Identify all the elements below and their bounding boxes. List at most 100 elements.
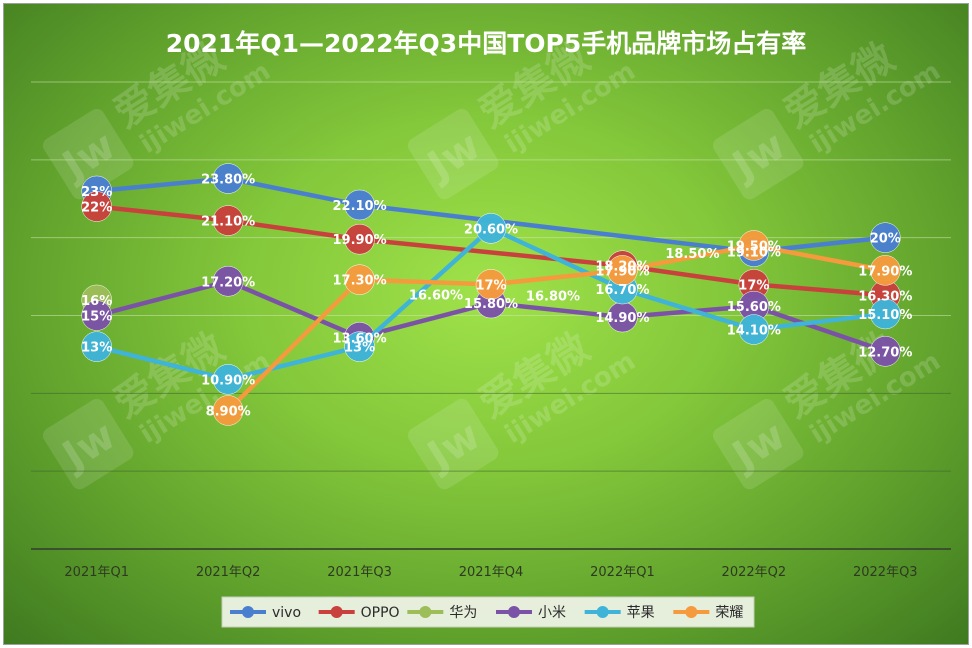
series-line-苹果 [751,311,888,332]
x-axis-ticks: 2021年Q1 2021年Q2 2021年Q3 2021年Q4 2022年Q1 2022年… [64,565,917,580]
legend-item-vivo[interactable]: vivo [230,605,301,621]
data-label-vivo: 19.10% [727,246,781,261]
data-label-小米: 15.60% [727,300,781,315]
x-tick-label: 2022年Q3 [853,565,918,580]
series-line-vivo [225,176,362,208]
marker-苹果 [870,298,901,330]
legend-label: 小米 [538,605,566,621]
legend-item-OPPO[interactable]: OPPO [318,605,400,621]
series-line-小米 [225,279,362,340]
series-line-小米 [94,279,231,318]
legend-label: 荣耀 [715,605,743,621]
data-label-小米: 17.20% [201,275,255,290]
data-label-苹果: 15.10% [858,308,912,323]
data-label-苹果: 10.90% [201,373,255,388]
watermark-logo-box [712,398,804,490]
data-label-荣耀: 17.90% [858,264,912,279]
data-label-荣耀: 8.90% [206,404,251,419]
data-label-小米: 15% [81,310,112,325]
series-line-苹果 [357,226,494,349]
legend-item-荣耀[interactable]: 荣耀 [673,605,743,621]
x-tick-label: 2021年Q3 [327,565,392,580]
chart-frame: Jw 爱集微 ijiwei.com Jw 爱集微 ijiwei.com Jw 爱集微 ijiwe… [3,3,969,645]
data-label-小米: 15.80% [464,297,518,312]
watermark-logo-box [407,398,499,490]
legend-swatch-marker [685,606,698,618]
series-line-荣耀 [225,277,362,413]
marker-荣耀 [344,264,375,295]
series-line-OPPO [357,236,625,268]
series-layer [81,163,901,426]
data-label-苹果: 14.10% [727,324,781,339]
legend-swatch-marker [596,606,609,618]
legend-label: OPPO [361,605,400,621]
marker-vivo [344,189,375,221]
series-line-小米 [751,303,888,354]
data-label-vivo: 18.50% [665,247,719,262]
series-line-荣耀 [751,243,888,273]
series-line-OPPO [620,263,757,287]
legend-label: 华为 [449,605,477,621]
x-tick-label: 2021年Q1 [64,565,129,580]
series-line-苹果 [620,286,757,332]
x-tick-label: 2021年Q4 [459,565,524,580]
data-labels-layer: 23% 23.80% 22.10% 19.10% 20% 22% 21.10% 19.90% 1… [81,173,912,420]
data-label-vivo: 16.80% [526,289,580,304]
legend-item-华为[interactable]: 华为 [407,605,477,621]
data-label-OPPO: 16.30% [858,289,912,304]
x-tick-label: 2022年Q1 [590,565,655,580]
marker-荣耀 [475,269,507,300]
marker-荣耀 [607,255,638,286]
series-line-小米 [357,300,494,340]
data-label-vivo: 23% [81,185,112,200]
series-line-荣耀 [620,243,757,273]
legend-label: vivo [272,605,301,621]
data-label-OPPO: 17% [738,278,769,293]
marker-荣耀 [870,255,901,286]
data-label-OPPO: 16.60% [409,289,463,304]
series-line-OPPO [751,282,888,298]
marker-vivo [212,163,244,194]
data-label-OPPO: 19.90% [332,233,386,248]
marker-苹果 [738,314,770,345]
marker-荣耀 [212,395,244,426]
data-label-苹果: 13% [344,341,375,356]
legend-item-小米[interactable]: 小米 [496,605,566,621]
data-label-荣耀: 19.50% [727,239,781,254]
data-label-苹果: 20.60% [464,222,518,237]
chart-title: 2021年Q1—2022年Q3中国TOP5手机品牌市场占有率 [166,29,806,58]
data-label-小米: 12.70% [858,345,912,360]
legend-item-苹果[interactable]: 苹果 [584,605,655,621]
series-line-OPPO [94,204,231,223]
marker-OPPO [212,205,244,236]
legend-swatch-marker [419,606,432,618]
legend-swatch-marker [508,606,520,618]
data-label-vivo: 20% [870,232,901,247]
legend[interactable]: vivo OPPO 华为 小米 苹果 荣耀 [221,596,755,628]
series-line-苹果 [94,344,231,382]
marker-苹果 [475,213,507,244]
data-label-荣耀: 17.90% [595,264,649,279]
data-label-荣耀: 17.30% [332,274,386,289]
legend-label: 苹果 [627,605,655,621]
legend-swatch-marker [242,606,254,618]
marker-vivo [870,222,901,253]
data-label-荣耀: 17% [475,278,506,293]
x-tick-label: 2022年Q2 [722,565,787,580]
series-line-vivo [357,202,757,254]
data-label-华为: 16% [81,294,112,309]
watermark-logo-box [42,398,134,490]
marker-小米 [212,266,244,297]
marker-苹果 [81,331,112,362]
marker-小米 [870,336,901,367]
data-label-小米: 13.60% [332,331,386,346]
watermark-logo-box [407,108,499,200]
marker-荣耀 [738,230,770,261]
data-label-小米: 14.90% [595,311,649,326]
x-tick-label: 2021年Q2 [196,565,261,580]
series-line-OPPO [225,218,362,242]
marker-苹果 [344,331,375,362]
series-line-小米 [488,300,625,320]
data-label-OPPO: 18.20% [595,260,649,275]
